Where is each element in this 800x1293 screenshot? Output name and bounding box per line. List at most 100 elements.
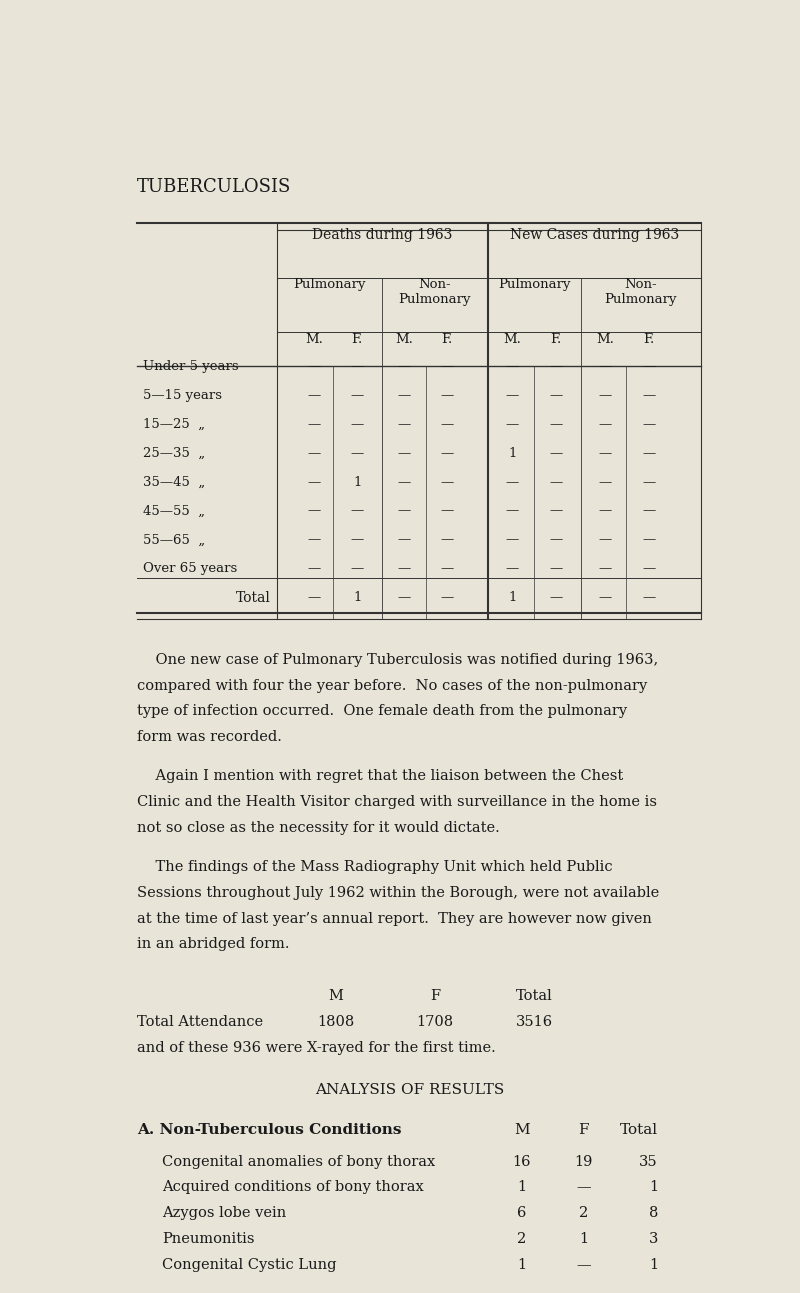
Text: —: — [350, 447, 364, 460]
Text: —: — [549, 534, 562, 547]
Text: —: — [441, 562, 454, 575]
Text: —: — [350, 534, 364, 547]
Text: and of these 936 were X-rayed for the first time.: and of these 936 were X-rayed for the fi… [138, 1041, 496, 1055]
Text: 1808: 1808 [317, 1015, 354, 1029]
Text: —: — [549, 447, 562, 460]
Text: —: — [350, 389, 364, 402]
Text: 19: 19 [574, 1155, 593, 1169]
Text: —: — [441, 534, 454, 547]
Text: —: — [307, 476, 321, 489]
Text: F.: F. [442, 334, 453, 347]
Text: 1: 1 [517, 1258, 526, 1272]
Text: —: — [307, 591, 321, 604]
Text: 2: 2 [517, 1232, 526, 1246]
Text: ANALYSIS OF RESULTS: ANALYSIS OF RESULTS [315, 1082, 505, 1096]
Text: —: — [506, 476, 519, 489]
Text: Pneumonitis: Pneumonitis [162, 1232, 254, 1246]
Text: 1: 1 [353, 476, 362, 489]
Text: —: — [307, 504, 321, 517]
Text: 55—65  „: 55—65 „ [143, 534, 206, 547]
Text: —: — [598, 447, 612, 460]
Text: 8: 8 [649, 1206, 658, 1221]
Text: —: — [307, 447, 321, 460]
Text: Non-
Pulmonary: Non- Pulmonary [398, 278, 471, 305]
Text: —: — [506, 504, 519, 517]
Text: compared with four the year before.  No cases of the non-pulmonary: compared with four the year before. No c… [138, 679, 647, 693]
Text: type of infection occurred.  One female death from the pulmonary: type of infection occurred. One female d… [138, 705, 627, 719]
Text: —: — [598, 389, 612, 402]
Text: —: — [397, 504, 410, 517]
Text: —: — [598, 361, 612, 374]
Text: 1708: 1708 [416, 1015, 454, 1029]
Text: —: — [642, 418, 655, 431]
Text: F.: F. [352, 334, 363, 347]
Text: —: — [506, 389, 519, 402]
Text: —: — [642, 389, 655, 402]
Text: M.: M. [503, 334, 522, 347]
Text: —: — [506, 562, 519, 575]
Text: —: — [441, 361, 454, 374]
Text: —: — [307, 389, 321, 402]
Text: —: — [307, 418, 321, 431]
Text: —: — [397, 534, 410, 547]
Text: —: — [397, 447, 410, 460]
Text: A. Non-Tuberculous Conditions: A. Non-Tuberculous Conditions [138, 1122, 402, 1137]
Text: not so close as the necessity for it would dictate.: not so close as the necessity for it wou… [138, 821, 500, 835]
Text: —: — [350, 361, 364, 374]
Text: Azygos lobe vein: Azygos lobe vein [162, 1206, 286, 1221]
Text: Acquired conditions of bony thorax: Acquired conditions of bony thorax [162, 1181, 424, 1195]
Text: —: — [642, 562, 655, 575]
Text: 1: 1 [649, 1258, 658, 1272]
Text: —: — [549, 591, 562, 604]
Text: —: — [307, 361, 321, 374]
Text: —: — [397, 389, 410, 402]
Text: Deaths during 1963: Deaths during 1963 [312, 228, 452, 242]
Text: —: — [576, 1181, 591, 1195]
Text: —: — [549, 476, 562, 489]
Text: —: — [598, 504, 612, 517]
Text: —: — [397, 562, 410, 575]
Text: —: — [350, 418, 364, 431]
Text: —: — [441, 418, 454, 431]
Text: —: — [397, 361, 410, 374]
Text: Total: Total [620, 1122, 658, 1137]
Text: —: — [307, 534, 321, 547]
Text: 35: 35 [639, 1155, 658, 1169]
Text: 35—45  „: 35—45 „ [143, 476, 206, 489]
Text: 1: 1 [508, 447, 517, 460]
Text: Sessions throughout July 1962 within the Borough, were not available: Sessions throughout July 1962 within the… [138, 886, 659, 900]
Text: M.: M. [596, 334, 614, 347]
Text: —: — [397, 476, 410, 489]
Text: The findings of the Mass Radiography Unit which held Public: The findings of the Mass Radiography Uni… [138, 860, 613, 874]
Text: 3: 3 [649, 1232, 658, 1246]
Text: —: — [441, 476, 454, 489]
Text: Non-
Pulmonary: Non- Pulmonary [605, 278, 677, 305]
Text: Congenital Cystic Lung: Congenital Cystic Lung [162, 1258, 337, 1272]
Text: Total Attendance: Total Attendance [138, 1015, 263, 1029]
Text: —: — [350, 504, 364, 517]
Text: —: — [549, 562, 562, 575]
Text: —: — [307, 562, 321, 575]
Text: 16: 16 [512, 1155, 531, 1169]
Text: —: — [397, 591, 410, 604]
Text: form was recorded.: form was recorded. [138, 731, 282, 745]
Text: Congenital anomalies of bony thorax: Congenital anomalies of bony thorax [162, 1155, 435, 1169]
Text: —: — [576, 1258, 591, 1272]
Text: —: — [506, 418, 519, 431]
Text: 1: 1 [517, 1181, 526, 1195]
Text: —: — [506, 534, 519, 547]
Text: —: — [549, 361, 562, 374]
Text: Over 65 years: Over 65 years [143, 562, 238, 575]
Text: 1: 1 [649, 1181, 658, 1195]
Text: New Cases during 1963: New Cases during 1963 [510, 228, 679, 242]
Text: Again I mention with regret that the liaison between the Chest: Again I mention with regret that the lia… [138, 769, 623, 784]
Text: F.: F. [550, 334, 562, 347]
Text: F: F [578, 1122, 589, 1137]
Text: M: M [328, 989, 343, 1003]
Text: Total: Total [236, 591, 270, 605]
Text: Total: Total [516, 989, 552, 1003]
Text: M: M [514, 1122, 530, 1137]
Text: 1: 1 [579, 1232, 588, 1246]
Text: TUBERCULOSIS: TUBERCULOSIS [138, 178, 291, 197]
Text: 1: 1 [353, 591, 362, 604]
